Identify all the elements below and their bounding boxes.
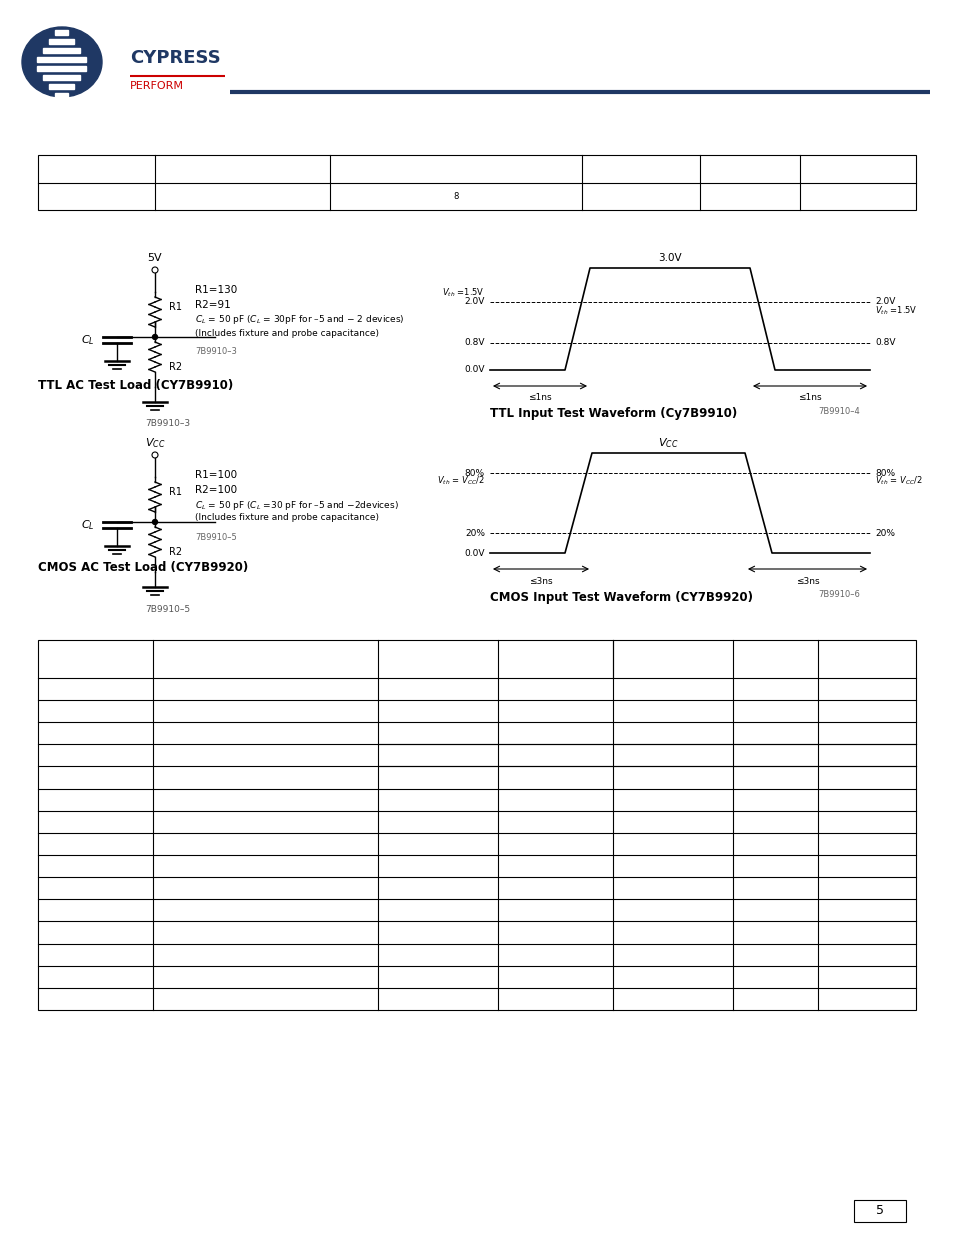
Text: 0.8V: 0.8V xyxy=(874,338,895,347)
Text: $V_{CC}$: $V_{CC}$ xyxy=(658,436,678,450)
Text: TTL Input Test Waveform (Cy7B9910): TTL Input Test Waveform (Cy7B9910) xyxy=(490,406,737,420)
Text: 7B9910–5: 7B9910–5 xyxy=(194,532,236,541)
Text: 7B9910–5: 7B9910–5 xyxy=(145,604,190,614)
Text: (Includes fixture and probe capacitance): (Includes fixture and probe capacitance) xyxy=(194,514,378,522)
Text: R1=100: R1=100 xyxy=(194,471,237,480)
Text: $C_L$: $C_L$ xyxy=(81,519,95,532)
Text: 0.8V: 0.8V xyxy=(464,338,484,347)
Bar xyxy=(38,156,915,210)
Bar xyxy=(50,84,74,89)
Text: R2=100: R2=100 xyxy=(194,485,237,495)
Text: CYPRESS: CYPRESS xyxy=(130,49,220,67)
Text: $V_{CC}$: $V_{CC}$ xyxy=(145,436,165,450)
Text: R2: R2 xyxy=(169,362,182,372)
Text: PERFORM: PERFORM xyxy=(130,82,184,91)
Text: 7B9910–6: 7B9910–6 xyxy=(818,590,859,599)
Text: R1: R1 xyxy=(169,487,182,496)
Text: 0.0V: 0.0V xyxy=(464,548,484,557)
Text: R1: R1 xyxy=(169,303,182,312)
Circle shape xyxy=(152,335,157,340)
Text: 8: 8 xyxy=(453,191,458,201)
Text: 2.0V: 2.0V xyxy=(464,298,484,306)
Text: 3.0V: 3.0V xyxy=(658,253,681,263)
Text: 7B9910–3: 7B9910–3 xyxy=(194,347,236,357)
Bar xyxy=(38,640,915,1010)
Text: (Includes fixture and probe capacitance): (Includes fixture and probe capacitance) xyxy=(194,329,378,337)
Text: $V_{th}$ =1.5V: $V_{th}$ =1.5V xyxy=(874,305,917,317)
Text: ≤3ns: ≤3ns xyxy=(795,577,819,585)
Bar xyxy=(44,75,80,80)
Text: $C_L$: $C_L$ xyxy=(81,333,95,347)
Text: 5: 5 xyxy=(875,1204,883,1218)
Text: $C_L$ = 50 pF ($C_L$ =30 pF for –5 and −2devices): $C_L$ = 50 pF ($C_L$ =30 pF for –5 and −… xyxy=(194,499,398,511)
Text: 80%: 80% xyxy=(874,468,894,478)
Bar xyxy=(55,30,69,35)
Bar xyxy=(50,40,74,44)
Text: ≤1ns: ≤1ns xyxy=(798,394,821,403)
Circle shape xyxy=(152,520,157,525)
Bar xyxy=(55,93,69,98)
Text: 7B9910–3: 7B9910–3 xyxy=(145,420,190,429)
Text: 2.0V: 2.0V xyxy=(874,298,895,306)
Text: TTL AC Test Load (CY7B9910): TTL AC Test Load (CY7B9910) xyxy=(38,378,233,391)
Bar xyxy=(37,57,87,62)
Text: 0.0V: 0.0V xyxy=(464,366,484,374)
Text: 20%: 20% xyxy=(464,529,484,537)
Bar xyxy=(853,1200,905,1221)
Bar xyxy=(37,65,87,70)
Text: $V_{th}$ = $V_{CC}$/2: $V_{th}$ = $V_{CC}$/2 xyxy=(874,474,922,488)
Text: 20%: 20% xyxy=(874,529,894,537)
Text: 5V: 5V xyxy=(148,253,162,263)
Text: ≤1ns: ≤1ns xyxy=(528,394,551,403)
Text: R2: R2 xyxy=(169,547,182,557)
Text: 80%: 80% xyxy=(464,468,484,478)
Text: CMOS Input Test Waveform (CY7B9920): CMOS Input Test Waveform (CY7B9920) xyxy=(490,590,752,604)
Text: CMOS AC Test Load (CY7B9920): CMOS AC Test Load (CY7B9920) xyxy=(38,562,248,574)
Text: $V_{th}$ =1.5V: $V_{th}$ =1.5V xyxy=(442,287,484,299)
Text: $V_{th}$ = $V_{CC}$/2: $V_{th}$ = $V_{CC}$/2 xyxy=(437,474,484,488)
Text: R1=130: R1=130 xyxy=(194,285,237,295)
Text: ≤3ns: ≤3ns xyxy=(529,577,552,585)
Text: $C_L$ = 50 pF ($C_L$ = 30pF for –5 and − 2 devices): $C_L$ = 50 pF ($C_L$ = 30pF for –5 and −… xyxy=(194,314,404,326)
Ellipse shape xyxy=(22,27,102,98)
Text: R2=91: R2=91 xyxy=(194,300,231,310)
Text: 7B9910–4: 7B9910–4 xyxy=(818,408,859,416)
Bar xyxy=(44,48,80,53)
